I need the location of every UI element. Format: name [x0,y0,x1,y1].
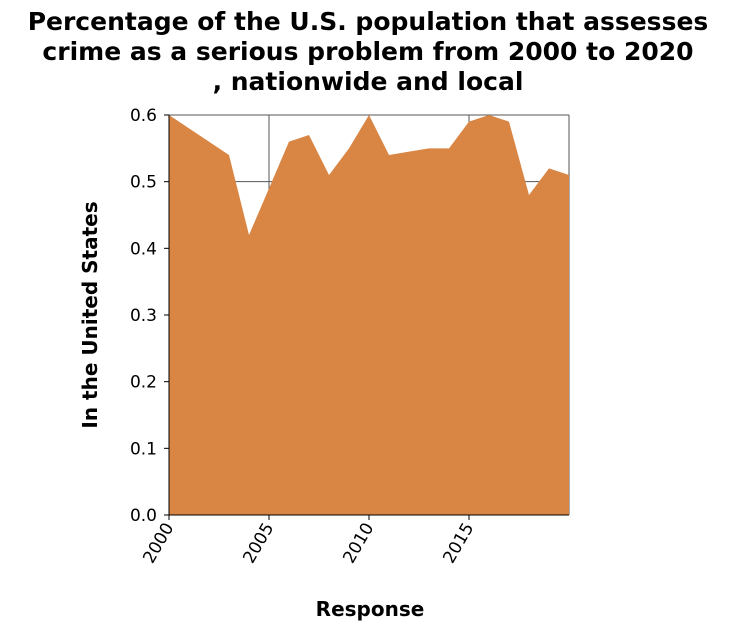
chart-title-line-2: crime as a serious problem from 2000 to … [42,37,693,66]
x-axis-label: Response [316,597,425,621]
area-fill [169,115,569,515]
x-tick-label: 2005 [239,520,278,567]
y-axis-label: In the United States [78,201,102,428]
y-tick-label: 0.1 [130,439,157,459]
x-tick-label: 2015 [439,520,478,567]
y-tick-label: 0.4 [130,239,157,259]
y-tick-label: 0.0 [130,506,157,526]
x-tick-label: 2010 [339,520,378,567]
y-tick-label: 0.6 [130,106,157,126]
x-tick-label: 2000 [139,520,178,567]
chart-title-line-3: , nationwide and local [213,67,524,96]
y-tick-label: 0.5 [130,173,157,193]
area-series [169,115,569,515]
y-tick-label: 0.3 [130,306,157,326]
y-tick-label: 0.2 [130,373,157,393]
chart-title-line-1: Percentage of the U.S. population that a… [28,7,709,36]
